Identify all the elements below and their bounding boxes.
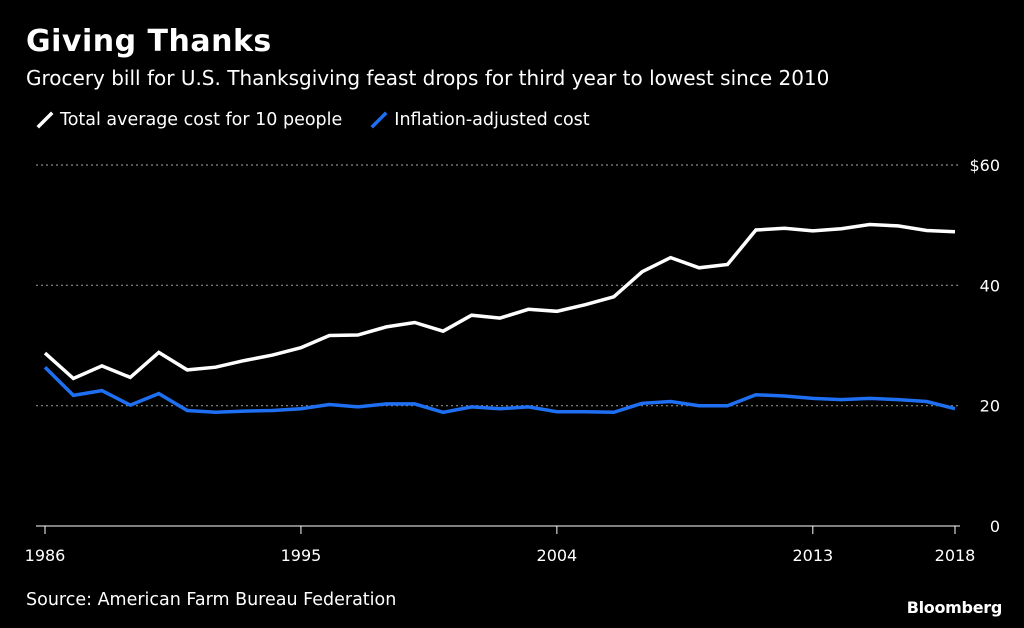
legend-label-inflation: Inflation-adjusted cost: [394, 110, 590, 130]
x-tick-label-2013: 2013: [792, 546, 833, 565]
x-tick-label-2004: 2004: [537, 546, 578, 565]
chart-title: Giving Thanks: [26, 24, 272, 59]
bloomberg-logo: Bloomberg: [906, 598, 1003, 617]
legend-item-inflation: Inflation-adjusted cost: [370, 110, 590, 130]
legend-swatch-inflation-icon: [370, 111, 388, 129]
x-tick-label-1995: 1995: [281, 546, 322, 565]
y-tick-label-0: 0: [990, 517, 1000, 536]
legend-swatch-total-icon: [36, 111, 54, 129]
chart-subtitle: Grocery bill for U.S. Thanksgiving feast…: [26, 66, 830, 90]
legend-item-total: Total average cost for 10 people: [36, 110, 342, 130]
x-tick-label-2018: 2018: [935, 546, 976, 565]
legend: Total average cost for 10 people Inflati…: [36, 110, 618, 130]
series-line-inflation: [43, 365, 956, 415]
legend-label-total: Total average cost for 10 people: [60, 110, 343, 130]
x-tick-label-1986: 1986: [25, 546, 66, 565]
y-tick-label-40: 40: [980, 276, 1000, 295]
source-note: Source: American Farm Bureau Federation: [26, 590, 397, 610]
y-tick-label-60: $60: [969, 156, 1000, 175]
series-line-total: [43, 222, 956, 381]
y-tick-label-20: 20: [980, 397, 1000, 416]
